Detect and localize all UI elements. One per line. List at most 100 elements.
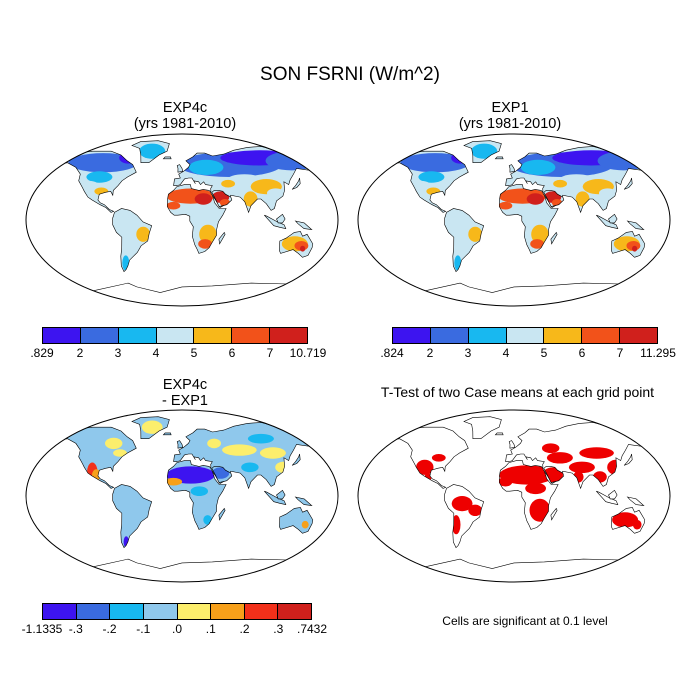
value-region [113, 449, 127, 457]
colorbar-swatch [544, 328, 583, 343]
coastline [444, 484, 485, 549]
value-region [105, 437, 123, 450]
panel-3-title-line1: EXP4c [162, 377, 208, 393]
value-region [599, 188, 617, 198]
value-region [241, 462, 259, 473]
land-iceland [163, 156, 172, 159]
colorbar-tick-label: 2 [76, 346, 84, 360]
significant-region [546, 452, 573, 464]
map-border [357, 133, 671, 307]
coastline [608, 213, 618, 224]
land-nz [319, 532, 332, 540]
coastline [211, 190, 233, 207]
significant-region [612, 512, 639, 528]
value-region [203, 515, 212, 525]
colorbar-swatch [430, 328, 469, 343]
land-nz [651, 532, 664, 540]
coastline [444, 208, 485, 273]
colorbar-swatch [177, 604, 212, 619]
value-region [221, 179, 236, 188]
colorbar-swatch [393, 328, 431, 343]
coastline [47, 558, 318, 582]
panel-3-map [25, 409, 339, 583]
coastline [51, 150, 137, 213]
colorbar-swatch [76, 604, 111, 619]
value-region [118, 494, 145, 518]
colorbar-swatch [506, 328, 545, 343]
coastline [291, 177, 301, 190]
coastline [279, 231, 314, 258]
panel-1-colorbar [42, 327, 308, 344]
value-region [190, 486, 208, 496]
land-samerica [444, 484, 484, 548]
value-region [531, 224, 549, 244]
coastline [508, 164, 516, 173]
panel-3-title: EXP4c - EXP1 [30, 377, 340, 409]
figure-title: SON FSRNI (W/m^2) [260, 64, 440, 85]
coastline [463, 416, 502, 440]
value-region [122, 255, 130, 271]
coastline [166, 460, 227, 530]
coastline [276, 489, 286, 500]
value-region [194, 502, 213, 518]
panel-2-map [357, 133, 671, 307]
value-region [259, 447, 286, 459]
significant-region [579, 447, 614, 459]
significant-region [451, 496, 473, 512]
colorbar-tick-label: 2 [426, 346, 434, 360]
coastline [608, 489, 618, 500]
significant-region [529, 498, 551, 522]
coastline [508, 440, 516, 449]
land-eurasia [505, 422, 654, 489]
coastline [379, 558, 650, 582]
coastline [383, 150, 469, 213]
land-antarctica [379, 283, 649, 306]
significant-region [499, 465, 555, 485]
value-region [194, 193, 213, 205]
significant-region [542, 443, 560, 453]
colorbar-tick-label: .0 [171, 622, 183, 636]
significant-region [431, 454, 446, 462]
significant-region [499, 476, 513, 487]
land-indonesia [264, 491, 286, 505]
value-region [247, 433, 274, 444]
value-region [451, 236, 466, 252]
coastline [264, 214, 287, 230]
colorbar-tick-label: -.3 [68, 622, 83, 636]
coastline [650, 532, 664, 541]
land-iceland [495, 432, 504, 435]
coastline [505, 422, 654, 490]
colorbar-tick-label: 7 [266, 346, 274, 360]
land-namerica [383, 427, 469, 489]
land-indonesia [596, 491, 618, 505]
value-region [418, 171, 445, 183]
value-region [199, 224, 217, 244]
land-borneo [608, 214, 618, 223]
significant-region [525, 482, 546, 495]
coastline [294, 220, 313, 231]
land-greenland [464, 416, 502, 439]
coastline [494, 432, 504, 436]
map-border [25, 133, 339, 307]
land-madagascar [218, 232, 226, 244]
colorbar-swatch [110, 604, 144, 619]
value-region [207, 438, 222, 449]
value-region [119, 236, 134, 252]
colorbar-tick-label: .3 [273, 622, 284, 636]
land-antarctica [47, 559, 317, 582]
coastline [550, 507, 558, 521]
coastline [276, 213, 286, 224]
colorbar-tick-label: 11.295 [640, 346, 676, 360]
value-region [136, 226, 151, 242]
colorbar-tick-label: .7432 [296, 622, 328, 636]
value-region [520, 159, 556, 175]
colorbar-tick-label: 6 [228, 346, 236, 360]
value-region [139, 143, 166, 159]
panel-2-title: EXP1 (yrs 1981-2010) [355, 100, 665, 132]
colorbar-swatch [278, 604, 311, 619]
significant-region [451, 515, 461, 535]
coastline [596, 214, 619, 230]
coastline [218, 231, 226, 245]
land-uk [509, 440, 515, 449]
significant-region [632, 519, 642, 530]
